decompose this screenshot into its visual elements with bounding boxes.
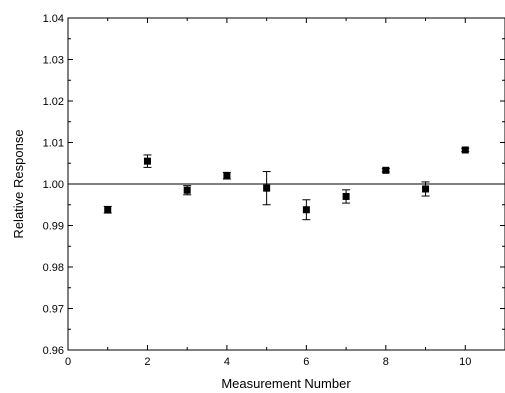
- data-point: [461, 146, 470, 154]
- data-point: [342, 189, 351, 204]
- data-point: [183, 185, 192, 196]
- point-marker: [263, 184, 271, 192]
- data-point: [421, 181, 430, 197]
- x-axis-ticks: 0 2 4 6 8 10: [65, 18, 505, 368]
- point-marker: [382, 166, 390, 174]
- point-marker: [342, 192, 350, 200]
- x-tick-label: 6: [303, 356, 309, 368]
- data-point: [222, 171, 231, 180]
- x-tick-label: 8: [383, 356, 389, 368]
- y-tick-label: 1.01: [43, 138, 64, 150]
- y-tick-label: 0.96: [43, 345, 64, 357]
- point-marker: [183, 186, 191, 194]
- data-point: [103, 205, 112, 214]
- point-marker: [223, 172, 231, 180]
- y-tick-label: 1.04: [43, 13, 64, 25]
- y-tick-label: 1.03: [43, 55, 64, 67]
- y-tick-label: 0.99: [43, 221, 64, 233]
- data-point: [381, 166, 390, 174]
- data-point: [262, 171, 271, 206]
- y-tick-label: 0.97: [43, 304, 64, 316]
- y-tick-label: 1.00: [43, 179, 64, 191]
- x-tick-label: 4: [224, 356, 230, 368]
- y-tick-label: 0.98: [43, 262, 64, 274]
- point-marker: [302, 206, 310, 214]
- x-tick-label: 0: [65, 356, 71, 368]
- y-axis-label: Relative Response: [11, 129, 26, 238]
- data-point: [302, 199, 311, 221]
- point-marker: [422, 185, 430, 193]
- point-marker: [143, 157, 151, 165]
- x-axis-label: Measurement Number: [221, 376, 351, 391]
- data-points: [103, 146, 470, 221]
- y-tick-label: 1.02: [43, 96, 64, 108]
- y-axis-ticks: 0.96 0.97 0.98 0.99 1.00 1.01 1.02 1.03 1.04: [43, 13, 505, 357]
- point-marker: [461, 146, 469, 154]
- x-tick-label: 10: [459, 356, 471, 368]
- point-marker: [104, 206, 112, 214]
- data-point: [143, 154, 152, 168]
- x-tick-label: 2: [144, 356, 150, 368]
